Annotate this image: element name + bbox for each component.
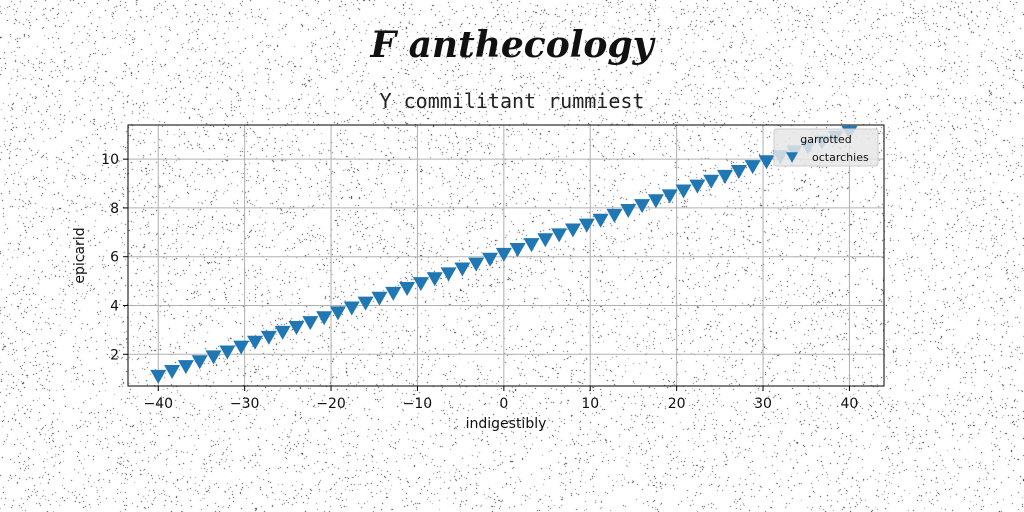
data-point xyxy=(219,345,236,360)
x-tick-label: −30 xyxy=(230,396,260,412)
chart-title: F anthecology xyxy=(370,24,654,66)
plot-frame xyxy=(127,124,885,387)
data-point xyxy=(675,184,692,199)
data-point xyxy=(509,243,526,258)
data-point xyxy=(371,291,388,306)
y-tick-label: 4 xyxy=(110,299,119,315)
legend: garrotted octarchies xyxy=(773,128,879,167)
x-tick-label: 20 xyxy=(668,396,686,412)
data-point xyxy=(426,272,443,287)
legend-marker-triangle-down-icon xyxy=(786,152,798,163)
data-point xyxy=(661,189,678,204)
data-point xyxy=(647,194,664,209)
x-tick-label: 30 xyxy=(754,396,772,412)
x-tick-label: −40 xyxy=(143,396,173,412)
data-point xyxy=(343,301,360,316)
x-axis-label: indigestibly xyxy=(466,416,547,432)
legend-box xyxy=(773,128,879,167)
data-point xyxy=(302,316,319,331)
data-point xyxy=(399,282,416,297)
y-tick-label: 8 xyxy=(110,201,119,217)
data-point xyxy=(288,321,305,336)
data-point xyxy=(495,247,512,262)
data-point xyxy=(758,155,775,170)
data-point xyxy=(717,169,734,184)
data-point xyxy=(274,325,291,340)
x-tick-label: 40 xyxy=(841,396,859,412)
data-point xyxy=(730,164,747,179)
y-axis-label: epicarid xyxy=(72,227,88,283)
data-point xyxy=(385,286,402,301)
y-tick-label: 10 xyxy=(101,152,119,168)
data-point xyxy=(150,369,167,384)
data-point xyxy=(205,350,222,365)
data-point xyxy=(357,296,374,311)
data-point xyxy=(551,228,568,243)
data-point xyxy=(468,257,485,272)
data-point xyxy=(260,330,277,345)
chart-subtitle: Y commilitant rummiest xyxy=(379,89,645,113)
data-point xyxy=(412,277,429,292)
y-tick-label: 6 xyxy=(110,250,119,266)
data-point xyxy=(247,335,264,350)
data-point xyxy=(233,340,250,355)
data-point xyxy=(177,360,194,375)
y-tick-label: 2 xyxy=(110,347,119,363)
axis-ticks: −40 −30 −20 −10 0 10 20 30 40 2 4 6 8 10 xyxy=(101,152,858,412)
data-point xyxy=(592,213,609,228)
data-point xyxy=(606,208,623,223)
data-point xyxy=(634,199,651,214)
data-point xyxy=(191,355,208,370)
x-tick-label: −20 xyxy=(316,396,346,412)
data-point xyxy=(537,233,554,248)
legend-title: garrotted xyxy=(800,133,851,146)
data-point xyxy=(482,252,499,267)
data-point xyxy=(703,174,720,189)
data-point xyxy=(620,203,637,218)
data-point xyxy=(744,160,761,175)
legend-label-octarchies: octarchies xyxy=(812,151,869,164)
data-point xyxy=(689,179,706,194)
x-tick-label: 0 xyxy=(499,396,508,412)
data-point xyxy=(316,311,333,326)
x-tick-label: 10 xyxy=(581,396,599,412)
data-point xyxy=(564,223,581,238)
data-point xyxy=(523,238,540,253)
data-point xyxy=(578,218,595,233)
data-point xyxy=(164,364,181,379)
data-point xyxy=(329,306,346,321)
data-point xyxy=(454,262,471,277)
x-tick-label: −10 xyxy=(403,396,433,412)
data-point xyxy=(440,267,457,282)
